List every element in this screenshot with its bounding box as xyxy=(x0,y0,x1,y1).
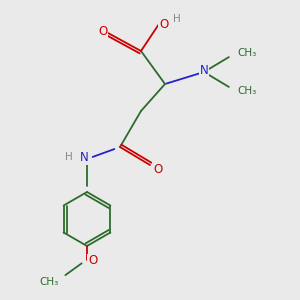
Text: O: O xyxy=(159,17,168,31)
Text: H: H xyxy=(173,14,181,25)
Text: CH₃: CH₃ xyxy=(238,47,257,58)
Text: CH₃: CH₃ xyxy=(40,277,59,287)
Text: H: H xyxy=(64,152,72,163)
Text: N: N xyxy=(80,151,89,164)
Text: O: O xyxy=(98,25,107,38)
Text: O: O xyxy=(153,163,162,176)
Text: CH₃: CH₃ xyxy=(238,86,257,97)
Text: O: O xyxy=(88,254,98,268)
Text: N: N xyxy=(200,64,208,77)
